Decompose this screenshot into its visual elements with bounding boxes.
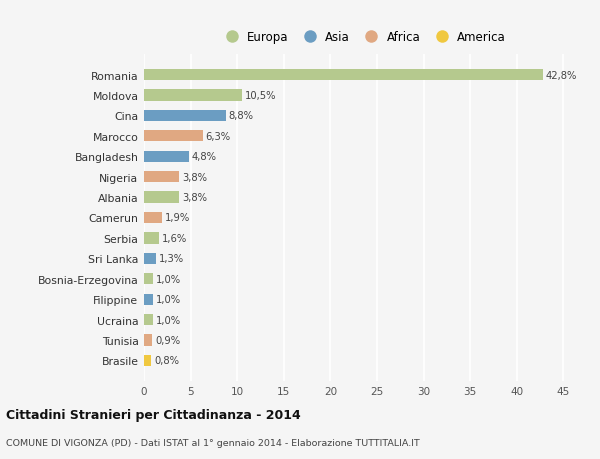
Text: 3,8%: 3,8% — [182, 172, 207, 182]
Text: 4,8%: 4,8% — [191, 152, 217, 162]
Text: 6,3%: 6,3% — [206, 132, 230, 141]
Bar — [144, 70, 543, 81]
Text: COMUNE DI VIGONZA (PD) - Dati ISTAT al 1° gennaio 2014 - Elaborazione TUTTITALIA: COMUNE DI VIGONZA (PD) - Dati ISTAT al 1… — [6, 438, 420, 447]
Text: Cittadini Stranieri per Cittadinanza - 2014: Cittadini Stranieri per Cittadinanza - 2… — [6, 408, 301, 421]
Text: 1,9%: 1,9% — [164, 213, 190, 223]
Text: 1,0%: 1,0% — [156, 315, 181, 325]
Text: 8,8%: 8,8% — [229, 111, 254, 121]
Bar — [144, 314, 154, 325]
Bar — [144, 274, 154, 285]
Text: 42,8%: 42,8% — [545, 71, 577, 80]
Text: 0,8%: 0,8% — [154, 356, 179, 365]
Bar — [144, 151, 189, 162]
Text: 0,9%: 0,9% — [155, 335, 181, 345]
Bar — [144, 253, 156, 264]
Text: 1,6%: 1,6% — [162, 233, 187, 243]
Bar — [144, 294, 154, 305]
Bar — [144, 233, 159, 244]
Legend: Europa, Asia, Africa, America: Europa, Asia, Africa, America — [218, 28, 508, 46]
Text: 1,0%: 1,0% — [156, 274, 181, 284]
Bar — [144, 90, 242, 101]
Bar — [144, 172, 179, 183]
Text: 1,3%: 1,3% — [159, 254, 184, 264]
Bar — [144, 213, 162, 224]
Bar — [144, 192, 179, 203]
Bar — [144, 355, 151, 366]
Text: 10,5%: 10,5% — [245, 91, 276, 101]
Text: 1,0%: 1,0% — [156, 295, 181, 304]
Bar — [144, 335, 152, 346]
Bar — [144, 131, 203, 142]
Bar — [144, 111, 226, 122]
Text: 3,8%: 3,8% — [182, 193, 207, 203]
